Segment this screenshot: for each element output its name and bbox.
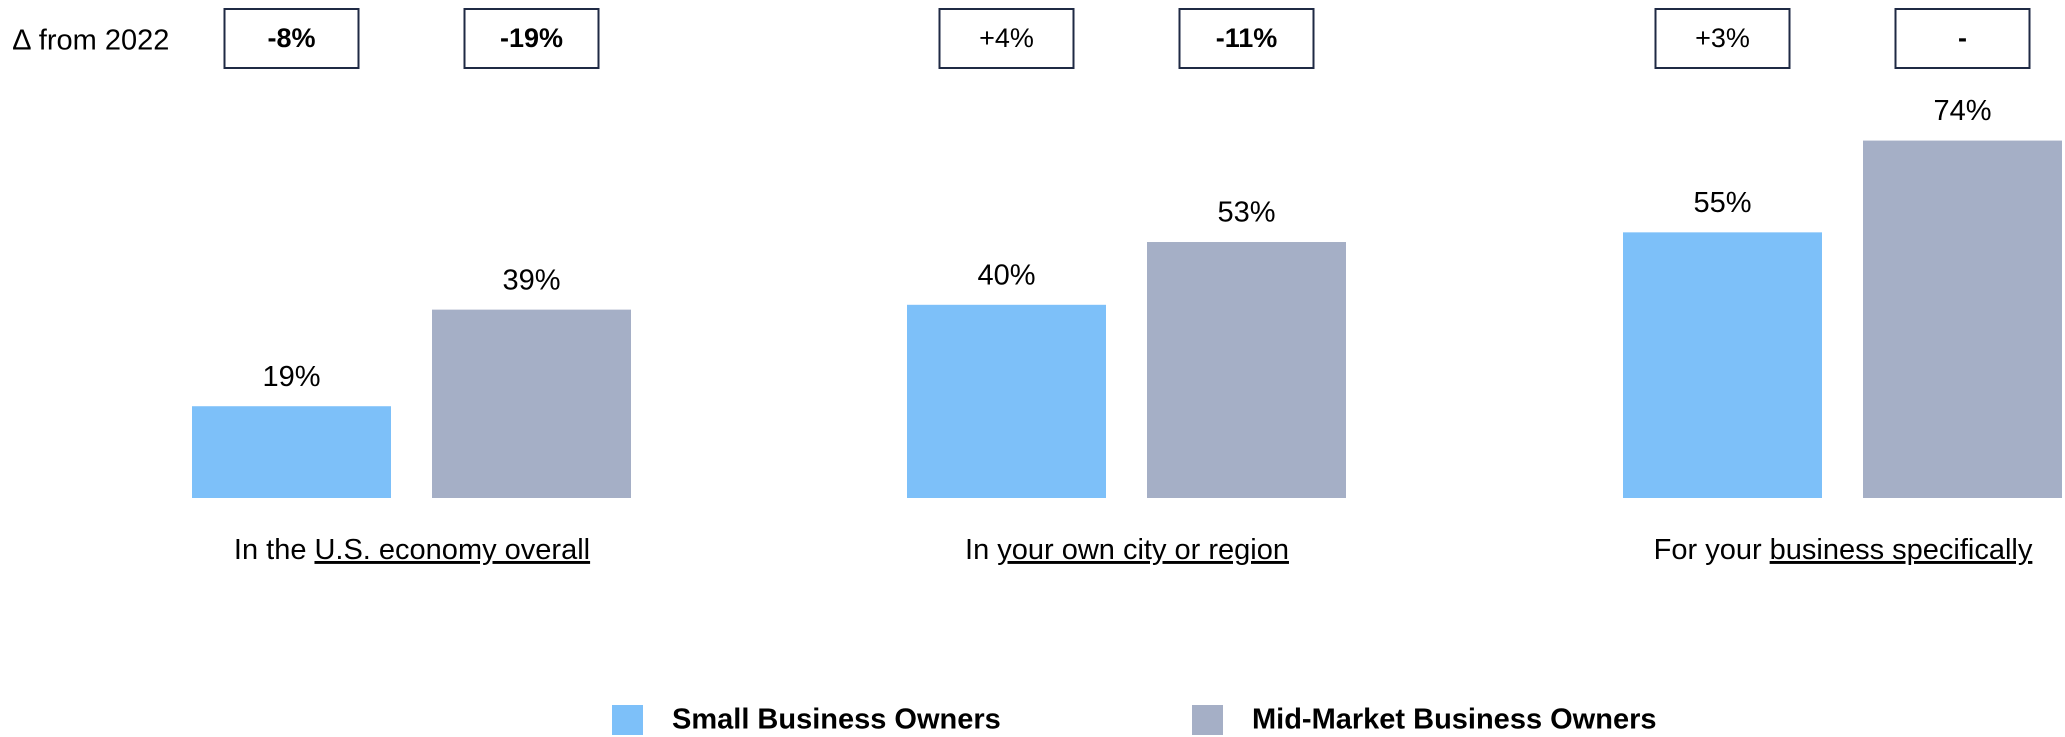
delta-value: - [1958, 23, 1967, 53]
category-label-underlined: your own city or region [997, 534, 1289, 566]
value-label: 40% [977, 259, 1035, 291]
legend-label: Small Business Owners [672, 704, 1001, 736]
category-label-plain: In the [234, 534, 307, 566]
delta-box [938, 8, 1075, 69]
delta-value: +4% [979, 23, 1034, 53]
legend-swatch [612, 705, 643, 735]
category-label: In the U.S. economy overall [234, 534, 590, 566]
bar [1623, 232, 1822, 498]
delta-box [463, 8, 600, 69]
legend-label: Mid-Market Business Owners [1252, 704, 1657, 736]
delta-box [1178, 8, 1315, 69]
value-label: 55% [1693, 187, 1751, 219]
category-label-plain: In [965, 534, 989, 566]
bar [432, 309, 631, 498]
delta-value: +3% [1695, 23, 1750, 53]
bar [192, 406, 391, 498]
bar [1863, 140, 2062, 498]
category-label-underlined: business specifically [1770, 534, 2033, 566]
category-label-underlined: U.S. economy overall [314, 534, 590, 566]
delta-box [1654, 8, 1791, 69]
delta-box [1894, 8, 2031, 69]
legend-swatch [1192, 705, 1223, 735]
value-label: 39% [502, 264, 560, 296]
delta-label: ∆ from 2022 [13, 25, 169, 57]
delta-value: -19% [500, 23, 563, 53]
value-label: 53% [1217, 197, 1275, 229]
bar [1147, 242, 1346, 498]
bar [907, 304, 1106, 498]
value-label: 19% [262, 361, 320, 393]
category-label: For your business specifically [1654, 534, 2033, 566]
delta-box [223, 8, 360, 69]
category-label: In your own city or region [965, 534, 1289, 566]
category-label-plain: For your [1654, 534, 1762, 566]
value-label: 74% [1933, 95, 1991, 127]
delta-value: -8% [267, 23, 315, 53]
delta-value: -11% [1216, 23, 1278, 53]
